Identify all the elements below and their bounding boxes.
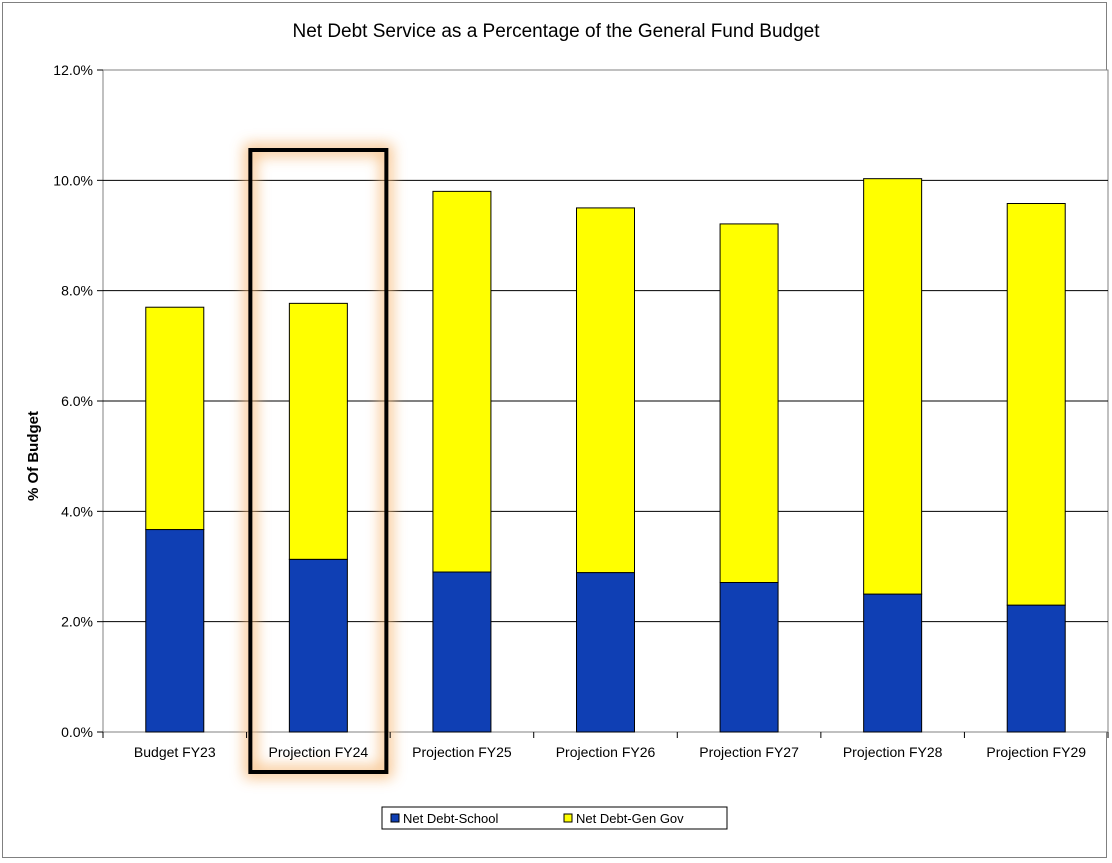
highlight-layer (244, 144, 393, 778)
y-tick-label: 4.0% (61, 503, 93, 519)
x-tick-label: Projection FY29 (986, 744, 1086, 760)
bar-school-4 (576, 572, 635, 733)
bar-school-1 (145, 529, 205, 733)
y-tick-label: 6.0% (61, 393, 93, 409)
legend: Net Debt-School Net Debt-Gen Gov (381, 806, 728, 830)
y-axis-label: % Of Budget (25, 411, 42, 501)
x-tick-label: Projection FY25 (412, 744, 512, 760)
bar-school-2 (288, 558, 348, 733)
y-tick-label: 2.0% (61, 614, 93, 630)
bar-school-7 (1006, 604, 1066, 733)
legend-label-gen-gov: Net Debt-Gen Gov (576, 811, 684, 826)
bar-gen-gov-3 (432, 190, 492, 573)
bar-gen-gov-2 (288, 302, 348, 560)
y-tick-label: 12.0% (53, 62, 93, 78)
bars (145, 178, 1066, 733)
bar-school-3 (432, 571, 492, 733)
chart-title: Net Debt Service as a Percentage of the … (292, 21, 820, 42)
x-tick-label: Projection FY27 (699, 744, 799, 760)
legend-box (381, 806, 728, 830)
x-tick-label: Projection FY26 (556, 744, 656, 760)
legend-swatch-gen-gov (563, 813, 573, 823)
bar-gen-gov-1 (145, 306, 205, 531)
x-tick-label: Projection FY28 (843, 744, 943, 760)
x-tick-label: Projection FY24 (269, 744, 369, 760)
bar-gen-gov-7 (1006, 203, 1066, 606)
x-axis-ticks: Budget FY23 Projection FY24 Projection FY2… (102, 732, 1109, 760)
bar-gen-gov-4 (576, 207, 635, 574)
bar-gen-gov-5 (719, 223, 779, 583)
legend-swatch-school (390, 813, 400, 823)
x-tick-label: Budget FY23 (134, 744, 216, 760)
y-axis-ticks: 0.0% 2.0% 4.0% 6.0% 8.0% 10.0% 12.0% (53, 62, 103, 740)
highlight-box (248, 148, 389, 774)
bar-school-6 (863, 593, 923, 733)
legend-label-school: Net Debt-School (403, 811, 498, 826)
bar-school-5 (719, 581, 779, 733)
bar-gen-gov-6 (863, 178, 923, 595)
y-tick-label: 8.0% (61, 283, 93, 299)
y-tick-label: 0.0% (61, 724, 93, 740)
y-tick-label: 10.0% (53, 172, 93, 188)
